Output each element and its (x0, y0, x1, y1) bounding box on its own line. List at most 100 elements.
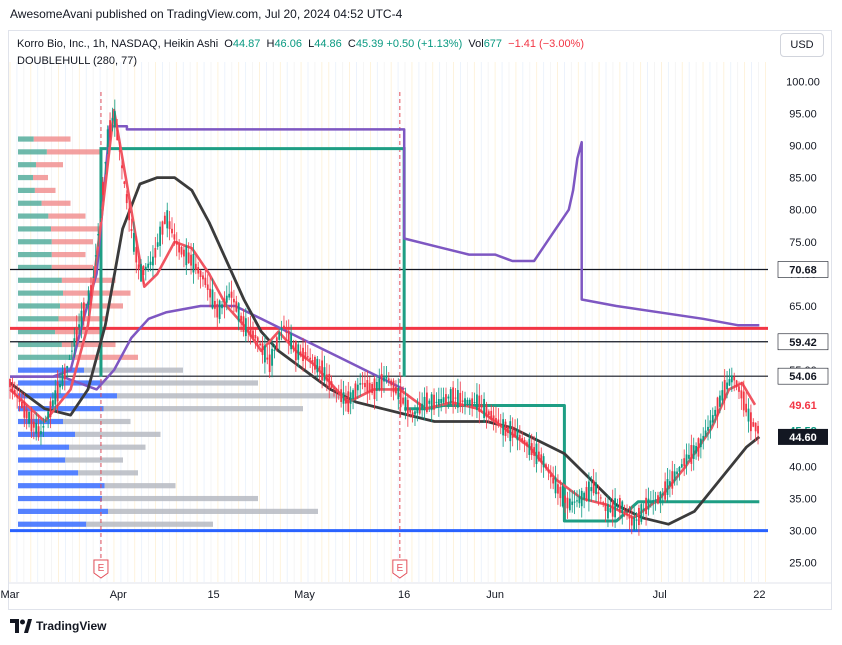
candle-body (666, 479, 669, 495)
candle-body (271, 348, 273, 366)
candle-body (256, 337, 259, 343)
volume-profile-up-bar (18, 521, 87, 527)
volume-profile-down-bar (75, 431, 161, 437)
candle-body (599, 497, 602, 499)
volume-profile-up-bar (18, 431, 75, 437)
volume-profile-down-bar (55, 329, 101, 335)
candle-body (356, 384, 359, 391)
candle-body (464, 398, 466, 407)
candle-body (335, 390, 338, 392)
candle-body (380, 373, 383, 390)
candle-body (202, 275, 204, 280)
candle-body (571, 501, 574, 505)
candle-body (159, 226, 161, 246)
tradingview-footer[interactable]: TradingView (10, 619, 106, 633)
y-tick-label: 30.00 (789, 526, 817, 538)
candle-body (18, 399, 21, 403)
candle-body (349, 392, 352, 404)
candle-body (73, 338, 76, 347)
volume-profile-up-bar (18, 341, 62, 348)
candle-body (611, 501, 614, 517)
candle-body (514, 430, 516, 437)
candle-body (285, 331, 288, 333)
candle-body (299, 351, 302, 356)
volume-profile-up-bar (18, 354, 72, 360)
volume-profile-down-bar (102, 495, 258, 502)
candle-body (576, 500, 578, 502)
currency-button[interactable]: USD (780, 33, 824, 57)
candle-body (166, 210, 169, 229)
candle-body (647, 498, 650, 510)
candle-body (361, 383, 364, 385)
candle-body (140, 264, 142, 282)
candle-body (137, 264, 140, 270)
candle-body (604, 503, 607, 511)
candle-body (314, 356, 316, 370)
candle-body (454, 397, 457, 399)
level-price-tag (777, 367, 829, 385)
volume-profile-up-bar (18, 136, 34, 142)
candle-body (340, 389, 343, 402)
candle-body (542, 456, 545, 468)
candle-body (630, 517, 633, 526)
heikin-ashi-candles (9, 99, 759, 536)
candle-body (535, 443, 538, 465)
indicator-name[interactable]: DOUBLEHULL (280, 77) (17, 55, 138, 67)
candle-body (671, 471, 674, 489)
candle-body (345, 397, 347, 404)
candle-body (659, 491, 662, 504)
candle-body (261, 343, 264, 355)
volume-profile-down-bar (103, 406, 303, 412)
candle-body (71, 350, 73, 352)
candle-body (745, 403, 748, 413)
candle-body (247, 328, 250, 331)
candle-body (90, 285, 92, 297)
volume-profile-up-bar (18, 264, 52, 271)
candle-body (252, 330, 254, 338)
symbol-title[interactable]: Korro Bio, Inc., 1h, NASDAQ, Heikin Ashi (17, 38, 219, 50)
price-change: +0.50 (+1.13%) (386, 38, 463, 50)
volume-profile-up-bar (18, 239, 52, 245)
candle-body (592, 480, 595, 494)
candle-body (418, 402, 421, 414)
candle-body (699, 438, 702, 448)
candle-body (221, 304, 223, 309)
candle-body (121, 165, 123, 169)
candle-body (240, 315, 242, 321)
candle-body (585, 487, 588, 501)
candle-body (466, 399, 469, 405)
candle-body (523, 439, 526, 445)
candle-body (42, 426, 45, 428)
candle-body (264, 345, 266, 363)
candle-body (85, 304, 88, 306)
candle-body (447, 396, 450, 399)
candle-body (254, 334, 257, 339)
level-price-text: 54.06 (789, 371, 817, 383)
candle-body (649, 502, 652, 504)
volume-profile-up-bar (18, 329, 56, 335)
legend-row-ohlc: Korro Bio, Inc., 1h, NASDAQ, Heikin Ashi… (17, 36, 584, 53)
candle-body (51, 400, 54, 407)
candle-body (290, 333, 293, 350)
earnings-flag-icon (392, 559, 408, 579)
candle-body (190, 254, 192, 266)
candle-body (633, 517, 636, 531)
candle-body (445, 394, 447, 404)
candle-body (306, 356, 309, 358)
volume-label: Vol (468, 38, 484, 50)
candle-body (449, 389, 452, 404)
candle-body (233, 298, 235, 303)
earnings-flag-letter: E (98, 563, 105, 574)
candle-body (476, 394, 478, 411)
candle-body (752, 422, 755, 427)
candle-body (92, 276, 95, 278)
candle-body (487, 411, 490, 415)
candle-body (113, 111, 116, 128)
candle-body (68, 358, 71, 360)
candle-body (342, 392, 345, 404)
candle-body (704, 430, 707, 437)
candle-body (533, 447, 536, 456)
x-tick-label: 16 (398, 589, 410, 601)
candle-body (628, 517, 631, 519)
